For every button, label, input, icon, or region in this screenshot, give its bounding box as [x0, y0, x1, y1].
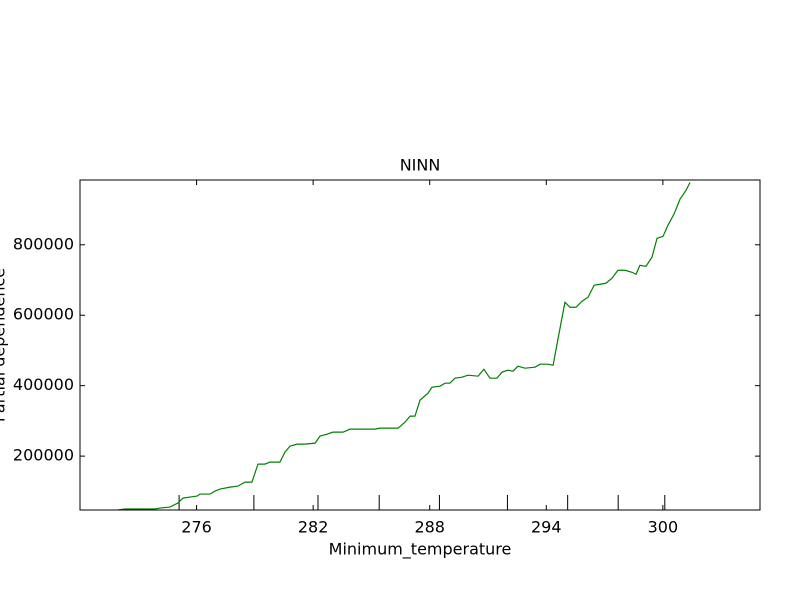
y-axis-label: Partial dependence: [0, 268, 9, 422]
x-tick-label: 300: [648, 518, 679, 537]
y-tick-label: 200000: [13, 446, 74, 465]
x-tick-label: 294: [531, 518, 562, 537]
plot-frame: [79, 179, 761, 511]
y-tick-label: 800000: [13, 234, 74, 253]
y-tick-label: 400000: [13, 375, 74, 394]
data-line: [117, 182, 691, 510]
x-tick-label: 276: [181, 518, 212, 537]
x-tick-label: 288: [414, 518, 445, 537]
y-tick-label: 600000: [13, 305, 74, 324]
chart-title: NINN: [400, 156, 441, 175]
x-axis-label: Minimum_temperature: [329, 540, 512, 560]
x-tick-label: 282: [298, 518, 329, 537]
